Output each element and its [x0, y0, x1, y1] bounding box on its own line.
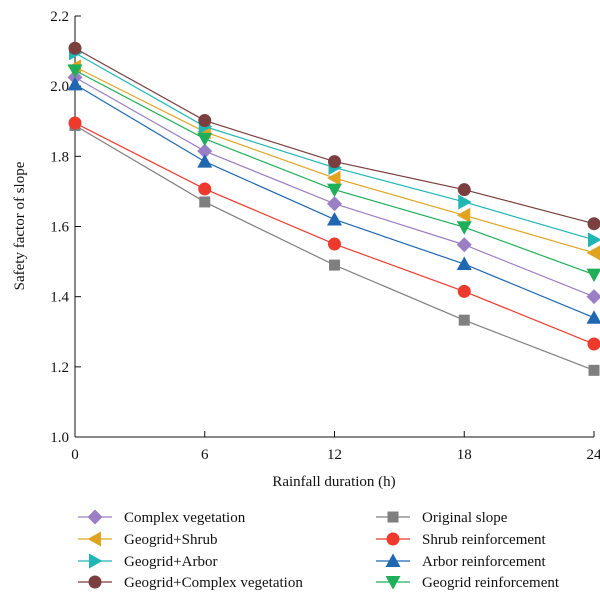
legend-item: Geogrid+Complex vegetation: [78, 575, 303, 591]
y-tick-label: 2.0: [50, 79, 69, 95]
data-point: [197, 154, 213, 168]
data-point: [587, 337, 600, 351]
series-6: [67, 76, 600, 324]
data-point: [68, 116, 82, 130]
legend-label: Original slope: [422, 510, 508, 526]
legend-marker: [387, 511, 399, 523]
legend-marker: [87, 531, 101, 547]
x-tick-label: 0: [71, 447, 79, 463]
legend-label: Complex vegetation: [124, 510, 246, 526]
data-point: [586, 268, 600, 283]
data-point: [197, 132, 213, 147]
data-point: [68, 41, 82, 55]
series-line: [74, 52, 595, 241]
series-5: [68, 116, 600, 351]
x-tick-label: 24: [587, 447, 600, 463]
data-point: [328, 155, 341, 169]
data-point: [586, 310, 600, 324]
legend-item: Geogrid+Arbor: [78, 553, 217, 570]
data-point: [457, 183, 471, 197]
x-axis-title: Rainfall duration (h): [272, 474, 395, 490]
axes: [74, 16, 594, 438]
ticks: 1.0 1.2 1.4 1.6 1.8 2.0 2.2 0 6 12 18 24: [50, 9, 600, 463]
x-tick-label: 12: [327, 447, 342, 463]
data-point: [586, 289, 600, 305]
y-tick-label: 1.2: [50, 360, 69, 376]
data-point: [456, 256, 472, 271]
legend-item: Complex vegetation: [78, 509, 246, 526]
data-point: [456, 221, 472, 235]
series-3: [68, 41, 600, 231]
data-point: [198, 114, 212, 128]
data-point: [588, 364, 600, 376]
legend-marker: [87, 509, 103, 525]
legend-item: Shrub reinforcement: [376, 532, 547, 548]
data-point: [587, 217, 600, 231]
data-point: [456, 207, 471, 223]
y-tick-label: 1.0: [50, 430, 69, 446]
legend-label: Geogrid+Arbor: [124, 554, 217, 570]
legend-label: Geogrid+Complex vegetation: [124, 575, 303, 591]
data-point: [197, 143, 213, 159]
series-layer: [67, 41, 600, 376]
data-point: [199, 196, 211, 208]
y-tick-label: 1.8: [50, 149, 69, 165]
legend-item: Geogrid reinforcement: [376, 575, 560, 591]
y-tick-label: 1.4: [50, 290, 69, 306]
data-point: [586, 245, 600, 261]
legend-label: Arbor reinforcement: [422, 554, 547, 570]
series-0: [67, 69, 600, 305]
y-tick-label: 1.6: [50, 220, 69, 236]
legend-label: Geogrid reinforcement: [422, 575, 560, 591]
data-point: [456, 237, 472, 253]
data-point: [67, 76, 83, 91]
data-point: [327, 211, 342, 226]
data-point: [327, 183, 342, 198]
x-tick-label: 6: [201, 447, 209, 463]
data-point: [588, 232, 600, 248]
data-point: [328, 237, 341, 251]
y-tick-label: 2.2: [50, 9, 69, 25]
data-point: [327, 170, 341, 186]
data-point: [329, 259, 340, 271]
legend-marker: [385, 576, 401, 590]
data-point: [458, 194, 472, 210]
legend-item: Arbor reinforcement: [376, 553, 547, 570]
x-tick-label: 18: [457, 447, 472, 463]
legend-marker: [385, 553, 401, 567]
legend-marker: [89, 553, 103, 569]
legend-marker: [88, 575, 102, 589]
series-7: [67, 64, 600, 283]
legend-item: Original slope: [376, 510, 508, 526]
legend-label: Geogrid+Shrub: [124, 532, 217, 548]
legend: Complex vegetation Geogrid+Shrub Geogrid+A…: [78, 509, 560, 591]
data-point: [457, 284, 471, 298]
data-point: [458, 314, 470, 326]
data-point: [67, 64, 83, 78]
data-point: [198, 182, 212, 196]
y-axis-title: Safety factor of slope: [12, 161, 28, 290]
legend-label: Shrub reinforcement: [422, 532, 547, 548]
data-point: [327, 196, 342, 212]
legend-item: Geogrid+Shrub: [78, 531, 217, 548]
legend-marker: [386, 532, 400, 546]
